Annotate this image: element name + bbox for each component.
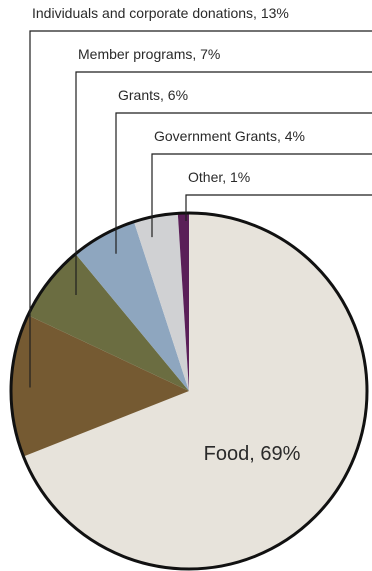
slices-layer <box>10 213 367 569</box>
leader-line-government-grants <box>151 153 372 238</box>
slice-label-government-grants: Government Grants, 4% <box>154 128 305 144</box>
pie-slice-grants <box>75 221 189 391</box>
leader-line-member-programs <box>75 71 372 295</box>
slice-label-grants: Grants, 6% <box>118 87 188 103</box>
slice-label-member-programs: Member programs, 7% <box>78 46 220 62</box>
leader-line-individuals-donations <box>29 30 372 388</box>
pie-slice-individuals-donations <box>10 315 189 457</box>
slice-label-individuals-donations: Individuals and corporate donations, 13% <box>32 5 289 21</box>
pie-slice-food <box>23 213 367 569</box>
pie-slice-government-grants <box>133 213 189 391</box>
labels-layer: Individuals and corporate donations, 13%… <box>32 5 305 465</box>
leader-lines-layer <box>29 30 372 388</box>
slice-label-other: Other, 1% <box>188 169 250 185</box>
pie-slice-member-programs <box>27 253 189 391</box>
leader-line-other <box>185 194 372 221</box>
leader-line-grants <box>115 112 372 254</box>
pie-slice-other <box>177 213 189 391</box>
slice-label-food: Food, 69% <box>204 443 301 465</box>
pie-outline <box>9 211 369 571</box>
